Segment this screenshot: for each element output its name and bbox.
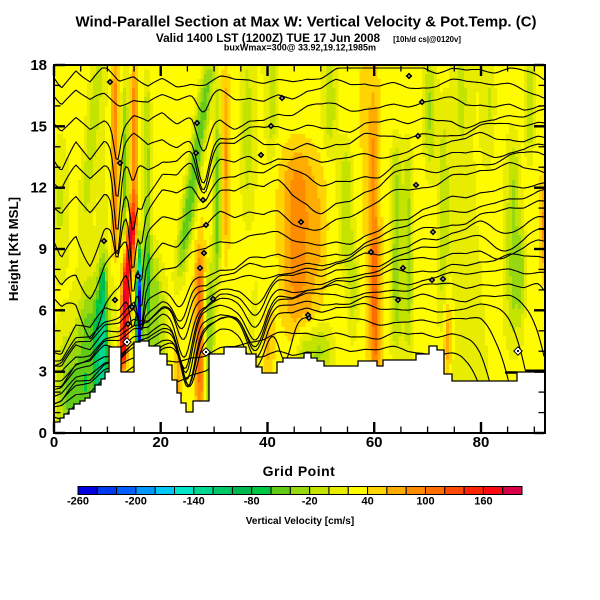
svg-text:0: 0 <box>50 434 58 451</box>
svg-text:0: 0 <box>39 425 47 442</box>
svg-text:3: 3 <box>39 364 47 381</box>
svg-text:15: 15 <box>30 118 47 135</box>
svg-text:12: 12 <box>30 180 47 197</box>
svg-text:40: 40 <box>259 434 276 451</box>
svg-text:6: 6 <box>39 302 47 319</box>
svg-text:Wind-Parallel Section at Max W: Wind-Parallel Section at Max W: Vertical… <box>75 14 536 31</box>
svg-text:80: 80 <box>473 434 490 451</box>
svg-text:[10h/d cs|@0120v]: [10h/d cs|@0120v] <box>393 35 461 44</box>
svg-text:20: 20 <box>152 434 169 451</box>
svg-text:Valid 1400 LST (1200Z) TUE 17: Valid 1400 LST (1200Z) TUE 17 Jun 2008 <box>156 31 381 45</box>
svg-text:Height [Kft MSL]: Height [Kft MSL] <box>6 197 21 301</box>
svg-text:60: 60 <box>366 434 383 451</box>
svg-text:18: 18 <box>30 57 47 74</box>
svg-text:buxWmax=300@ 33.92,19.12,1985m: buxWmax=300@ 33.92,19.12,1985m <box>224 43 376 53</box>
svg-text:9: 9 <box>39 241 47 258</box>
svg-text:Grid Point: Grid Point <box>263 463 336 479</box>
